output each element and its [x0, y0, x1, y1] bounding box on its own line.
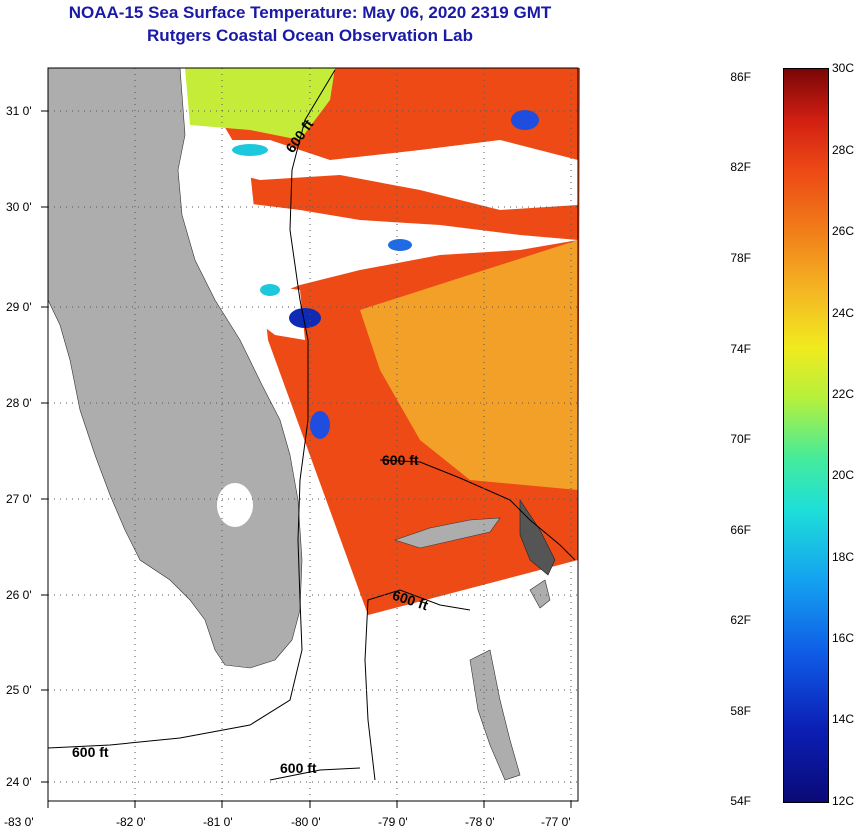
contour-600ft-bahamas	[379, 459, 576, 561]
sst-orange-region	[360, 240, 578, 490]
colorbar-label-16c: 16C	[832, 631, 855, 645]
contour-600ft-florida	[47, 69, 336, 749]
colorbar-label-74f: 74F	[730, 342, 751, 356]
colorbar-label-86f: 86F	[730, 70, 751, 84]
colorbar-label-28c: 28C	[832, 143, 855, 157]
lon-label-78: -78 0'	[465, 815, 495, 829]
map-subtitle: Rutgers Coastal Ocean Observation Lab	[147, 26, 473, 45]
cold-patch-6	[232, 144, 268, 156]
lon-label-82: -82 0'	[116, 815, 146, 829]
cold-patch-3	[511, 110, 539, 130]
lat-label-31: 31 0'	[6, 104, 32, 118]
contour-label-bahamas: 600 ft	[382, 452, 419, 468]
lon-label-83: -83 0'	[4, 815, 34, 829]
lat-label-24: 24 0'	[6, 775, 32, 789]
colorbar-label-62f: 62F	[730, 613, 751, 627]
contour-label-west: 600 ft	[72, 744, 109, 760]
contour-600ft-bottom	[269, 767, 361, 781]
cold-patch-5	[260, 284, 280, 296]
lat-label-28: 28 0'	[6, 396, 32, 410]
colorbar-label-58f: 58F	[730, 704, 751, 718]
graticule	[48, 68, 578, 801]
cloud-band-north	[200, 140, 578, 210]
colorbar-label-82f: 82F	[730, 160, 751, 174]
contour-label-bottom: 600 ft	[280, 760, 317, 776]
lat-label-26: 26 0'	[6, 588, 32, 602]
colorbar-label-30c: 30C	[832, 61, 855, 75]
colorbar-label-24c: 24C	[832, 306, 855, 320]
cold-patch-2	[310, 411, 330, 439]
eleuthera-island	[529, 579, 551, 609]
map-title: NOAA-15 Sea Surface Temperature: May 06,…	[68, 3, 552, 22]
contour-600ft-south	[364, 589, 471, 781]
lon-label-80: -80 0'	[291, 815, 321, 829]
lake-okeechobee	[217, 483, 253, 527]
grand-bahama	[394, 517, 501, 549]
lat-label-29: 29 0'	[6, 300, 32, 314]
map-frame	[47, 67, 579, 802]
colorbar-label-18c: 18C	[832, 550, 855, 564]
lat-label-25: 25 0'	[6, 683, 32, 697]
colorbar-label-78f: 78F	[730, 251, 751, 265]
temperature-colorbar	[783, 68, 829, 803]
cloud-area-west	[230, 280, 305, 340]
lon-label-81: -81 0'	[203, 815, 233, 829]
cold-patch-1	[289, 308, 321, 328]
colorbar-label-20c: 20C	[832, 468, 855, 482]
colorbar-label-14c: 14C	[832, 712, 855, 726]
colorbar-label-26c: 26C	[832, 224, 855, 238]
colorbar-label-66f: 66F	[730, 523, 751, 537]
lon-label-79: -79 0'	[378, 815, 408, 829]
colorbar-label-22c: 22C	[832, 387, 855, 401]
colorbar-label-54f: 54F	[730, 794, 751, 808]
colorbar-label-70f: 70F	[730, 432, 751, 446]
colorbar-label-12c: 12C	[832, 794, 855, 808]
lat-label-27: 27 0'	[6, 492, 32, 506]
lat-label-30: 30 0'	[6, 200, 32, 214]
cold-patch-4	[388, 239, 412, 251]
axis-ticks	[41, 110, 572, 808]
lon-label-77: -77 0'	[541, 815, 571, 829]
andros-island	[469, 649, 521, 781]
